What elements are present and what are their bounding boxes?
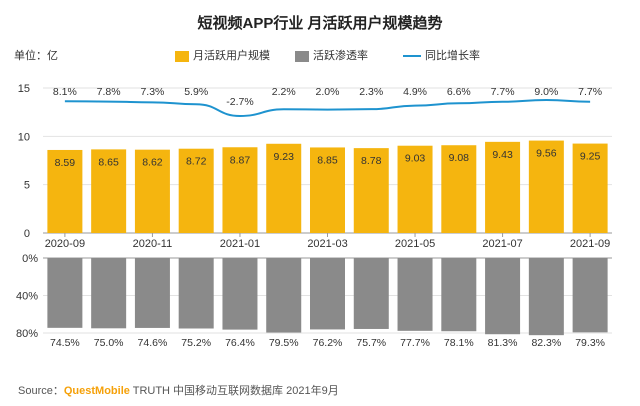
y-tick-label: 15 xyxy=(18,83,30,95)
bar-penetration-label: 74.6% xyxy=(138,337,168,349)
bar-penetration-label: 76.2% xyxy=(313,337,343,349)
source-brand: QuestMobile xyxy=(63,385,130,397)
bar-mau xyxy=(528,140,564,233)
bar-mau xyxy=(310,147,345,233)
source-note: Source：QuestMobile TRUTH 中国移动互联网数据库 2021… xyxy=(18,382,339,398)
bar-value-label: 8.59 xyxy=(55,157,76,169)
line-value-label: 2.0% xyxy=(316,86,340,98)
bar-value-label: 8.78 xyxy=(361,155,382,167)
bar-penetration-label: 76.4% xyxy=(225,337,255,349)
legend-item-yoy: 同比增长率 xyxy=(403,47,480,63)
bar-mau xyxy=(485,141,521,233)
line-yoy xyxy=(64,98,591,118)
x-tick-label: 2021-05 xyxy=(395,238,435,250)
bar-value-label: 8.87 xyxy=(230,154,251,166)
chart-title: 短视频APP行业 月活跃用户规模趋势 xyxy=(197,15,443,32)
bar-value-label: 9.03 xyxy=(405,153,426,165)
legend-label-penetration: 活跃渗透率 xyxy=(313,50,368,62)
bar-mau xyxy=(91,149,127,233)
line-value-label: 7.7% xyxy=(578,86,602,98)
bar-penetration-label: 79.3% xyxy=(575,337,605,349)
line-value-label: 8.1% xyxy=(53,86,77,98)
x-tick-label: 2020-09 xyxy=(45,238,85,250)
bar-penetration-label: 75.0% xyxy=(94,337,124,349)
legend-label-mau: 月活跃用户规模 xyxy=(193,50,270,62)
y-tick-label: 10 xyxy=(18,131,30,143)
legend-swatch-mau xyxy=(175,50,189,62)
legend-item-penetration: 活跃渗透率 xyxy=(295,47,368,63)
source-prefix: Source： xyxy=(18,385,64,397)
bar-value-label: 9.08 xyxy=(449,152,470,164)
bar-penetration xyxy=(222,258,258,330)
line-value-label: 7.7% xyxy=(491,86,515,98)
bar-penetration xyxy=(353,258,389,329)
bar-penetration xyxy=(572,258,608,333)
bar-penetration-label: 75.2% xyxy=(181,337,211,349)
bar-penetration xyxy=(47,258,83,328)
bar-penetration-label: 74.5% xyxy=(50,337,80,349)
bar-penetration xyxy=(485,258,521,335)
bar-value-label: 8.85 xyxy=(317,154,338,166)
bar-penetration xyxy=(266,258,302,333)
legend-swatch-yoy xyxy=(403,55,421,58)
legend-item-mau: 月活跃用户规模 xyxy=(175,47,270,63)
bar-value-label: 8.62 xyxy=(142,157,163,169)
bar-penetration-label: 82.3% xyxy=(531,337,561,349)
unit-label: 单位：亿 xyxy=(14,50,58,62)
bar-penetration-label: 77.7% xyxy=(400,337,430,349)
x-tick-label: 2020-11 xyxy=(133,238,173,250)
bar-value-label: 8.72 xyxy=(186,156,207,168)
y-tick-label: 0 xyxy=(24,228,30,240)
bar-penetration-label: 75.7% xyxy=(356,337,386,349)
line-value-label: 2.3% xyxy=(359,86,383,98)
source-rest: TRUTH 中国移动互联网数据库 2021年9月 xyxy=(129,385,339,397)
x-tick-label: 2021-07 xyxy=(482,238,522,250)
bar-mau xyxy=(397,145,433,233)
bar-value-label: 9.25 xyxy=(580,151,601,163)
bar-penetration xyxy=(91,258,127,329)
bar-mau xyxy=(353,148,389,233)
bar-penetration xyxy=(528,258,564,336)
x-tick-label: 2021-09 xyxy=(570,238,610,250)
line-value-label: 6.6% xyxy=(447,86,471,98)
bar-value-label: 9.56 xyxy=(536,148,557,160)
line-value-label: -2.7% xyxy=(226,96,253,108)
bar-penetration-label: 78.1% xyxy=(444,337,474,349)
bar-mau xyxy=(266,143,302,233)
y-tick-label-bottom: 0% xyxy=(22,253,38,265)
bar-penetration xyxy=(310,258,345,330)
bar-penetration xyxy=(178,258,214,329)
line-value-label: 5.9% xyxy=(184,86,208,98)
bar-value-label: 8.65 xyxy=(98,156,119,168)
bar-value-label: 9.23 xyxy=(274,151,295,163)
x-tick-label: 2021-01 xyxy=(220,238,260,250)
bar-mau xyxy=(222,147,258,233)
bar-mau xyxy=(47,149,83,233)
line-value-label: 9.0% xyxy=(534,86,558,98)
legend-swatch-penetration xyxy=(295,50,309,62)
y-tick-label: 5 xyxy=(24,180,30,192)
x-tick-label: 2021-03 xyxy=(307,238,347,250)
bar-penetration-label: 81.3% xyxy=(488,337,518,349)
legend-label-yoy: 同比增长率 xyxy=(425,50,480,62)
y-tick-label-bottom: 40% xyxy=(16,291,38,303)
y-tick-label-bottom: 80% xyxy=(16,328,38,340)
bar-penetration xyxy=(441,258,477,332)
bar-penetration xyxy=(134,258,170,328)
bar-mau xyxy=(441,145,477,233)
bar-penetration-label: 79.5% xyxy=(269,337,299,349)
line-value-label: 4.9% xyxy=(403,86,427,98)
bar-value-label: 9.43 xyxy=(492,149,513,161)
line-value-label: 7.8% xyxy=(97,86,121,98)
bar-mau xyxy=(134,149,170,233)
bar-mau xyxy=(572,143,608,233)
line-value-label: 7.3% xyxy=(140,86,164,98)
line-value-label: 2.2% xyxy=(272,86,296,98)
bar-penetration xyxy=(397,258,433,331)
bar-mau xyxy=(178,148,214,233)
